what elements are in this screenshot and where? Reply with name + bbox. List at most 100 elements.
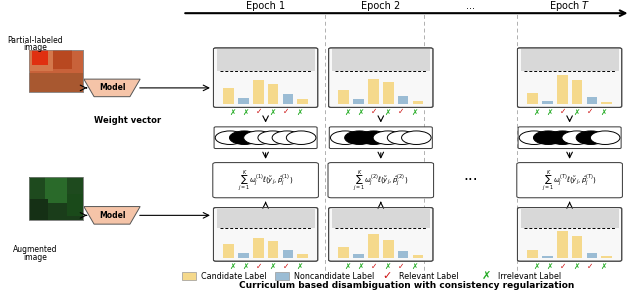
Circle shape bbox=[401, 131, 431, 144]
Circle shape bbox=[345, 131, 374, 144]
Bar bbox=[216, 50, 314, 71]
FancyBboxPatch shape bbox=[213, 207, 317, 261]
Text: ✗: ✗ bbox=[229, 262, 235, 271]
Text: Model: Model bbox=[99, 84, 125, 92]
Bar bbox=[275, 272, 289, 280]
Bar bbox=[521, 209, 618, 228]
Text: ✓: ✓ bbox=[587, 262, 593, 271]
FancyBboxPatch shape bbox=[518, 127, 621, 149]
Bar bbox=[413, 100, 423, 104]
Bar bbox=[353, 254, 364, 258]
Text: ✓: ✓ bbox=[256, 108, 262, 116]
Text: ✗: ✗ bbox=[243, 108, 248, 116]
FancyBboxPatch shape bbox=[213, 48, 317, 108]
Text: ✓: ✓ bbox=[398, 108, 404, 116]
Circle shape bbox=[244, 131, 273, 144]
Bar bbox=[282, 94, 293, 104]
Circle shape bbox=[230, 131, 259, 144]
Circle shape bbox=[258, 131, 287, 144]
Text: ✗: ✗ bbox=[533, 262, 539, 271]
Bar bbox=[332, 209, 430, 228]
Circle shape bbox=[534, 131, 563, 144]
Circle shape bbox=[562, 131, 591, 144]
Text: Epoch 2: Epoch 2 bbox=[361, 1, 401, 11]
FancyBboxPatch shape bbox=[329, 48, 433, 108]
Bar bbox=[383, 82, 394, 104]
Bar bbox=[45, 177, 67, 203]
Text: ✗: ✗ bbox=[600, 262, 606, 271]
FancyBboxPatch shape bbox=[517, 163, 622, 198]
Text: ✗: ✗ bbox=[269, 262, 275, 271]
Text: Epoch $T$: Epoch $T$ bbox=[549, 0, 590, 13]
Text: ✓: ✓ bbox=[371, 108, 377, 116]
Bar bbox=[397, 96, 408, 104]
Text: ✗: ✗ bbox=[296, 108, 302, 116]
Text: ✗: ✗ bbox=[358, 262, 364, 271]
Bar bbox=[602, 256, 612, 258]
Text: Irrelevant Label: Irrelevant Label bbox=[498, 272, 561, 280]
Bar bbox=[572, 81, 582, 104]
Bar bbox=[216, 209, 314, 228]
Text: ✗: ✗ bbox=[344, 262, 350, 271]
Bar bbox=[521, 50, 618, 71]
Text: ✗: ✗ bbox=[600, 108, 606, 116]
Bar bbox=[53, 50, 72, 69]
Text: ✗: ✗ bbox=[385, 262, 390, 271]
Text: $\sum_{j=1}^{K}\omega_j^{(2)}\ell(\tilde{y}_j,\hat{p}_j^{(2)})$: $\sum_{j=1}^{K}\omega_j^{(2)}\ell(\tilde… bbox=[353, 168, 408, 193]
Text: ✗: ✗ bbox=[482, 271, 491, 281]
Bar bbox=[29, 177, 83, 220]
Text: ✓: ✓ bbox=[398, 262, 404, 271]
Text: Relevant Label: Relevant Label bbox=[399, 272, 458, 280]
Text: Augmented: Augmented bbox=[13, 245, 58, 254]
Bar bbox=[557, 75, 568, 104]
Bar bbox=[368, 234, 379, 258]
FancyBboxPatch shape bbox=[518, 207, 622, 261]
Text: ✓: ✓ bbox=[283, 262, 289, 271]
Bar bbox=[29, 73, 83, 92]
Bar bbox=[29, 50, 83, 92]
Text: ✗: ✗ bbox=[412, 108, 417, 116]
Bar bbox=[602, 102, 612, 104]
Text: ✗: ✗ bbox=[243, 262, 248, 271]
Circle shape bbox=[359, 131, 388, 144]
Text: ✗: ✗ bbox=[269, 108, 275, 116]
Text: ✗: ✗ bbox=[547, 262, 552, 271]
Text: ✓: ✓ bbox=[256, 262, 262, 271]
Bar bbox=[557, 231, 568, 258]
FancyBboxPatch shape bbox=[329, 127, 433, 149]
Bar bbox=[282, 250, 293, 258]
Circle shape bbox=[215, 131, 245, 144]
FancyBboxPatch shape bbox=[329, 207, 433, 261]
Bar bbox=[238, 98, 249, 104]
Circle shape bbox=[373, 131, 403, 144]
Bar bbox=[298, 254, 308, 258]
Text: ✓: ✓ bbox=[371, 262, 377, 271]
Text: ✓: ✓ bbox=[283, 108, 289, 116]
Text: ...: ... bbox=[466, 1, 475, 11]
Text: ✗: ✗ bbox=[229, 108, 235, 116]
Text: ✗: ✗ bbox=[296, 262, 302, 271]
Circle shape bbox=[519, 131, 549, 144]
Bar bbox=[29, 199, 48, 220]
Bar bbox=[223, 244, 234, 258]
Bar bbox=[368, 79, 379, 104]
FancyBboxPatch shape bbox=[328, 163, 434, 198]
Bar bbox=[339, 247, 349, 258]
Bar bbox=[586, 253, 597, 258]
Text: ✗: ✗ bbox=[573, 108, 579, 116]
Bar bbox=[61, 75, 83, 92]
Bar bbox=[413, 255, 423, 258]
Bar bbox=[223, 88, 234, 104]
Text: ✗: ✗ bbox=[344, 108, 350, 116]
Text: $\sum_{j=1}^{K}\omega_j^{(T)}\ell(\tilde{y}_j,\hat{p}_j^{(T)})$: $\sum_{j=1}^{K}\omega_j^{(T)}\ell(\tilde… bbox=[542, 168, 597, 193]
Text: ···: ··· bbox=[463, 173, 477, 188]
Text: ✓: ✓ bbox=[560, 262, 566, 271]
Bar bbox=[253, 81, 264, 104]
Text: Model: Model bbox=[99, 211, 125, 220]
Circle shape bbox=[272, 131, 301, 144]
Text: Epoch 1: Epoch 1 bbox=[246, 1, 285, 11]
Bar bbox=[29, 177, 83, 220]
Text: Weight vector: Weight vector bbox=[95, 116, 161, 125]
Circle shape bbox=[576, 131, 605, 144]
Text: Candidate Label: Candidate Label bbox=[201, 272, 266, 280]
